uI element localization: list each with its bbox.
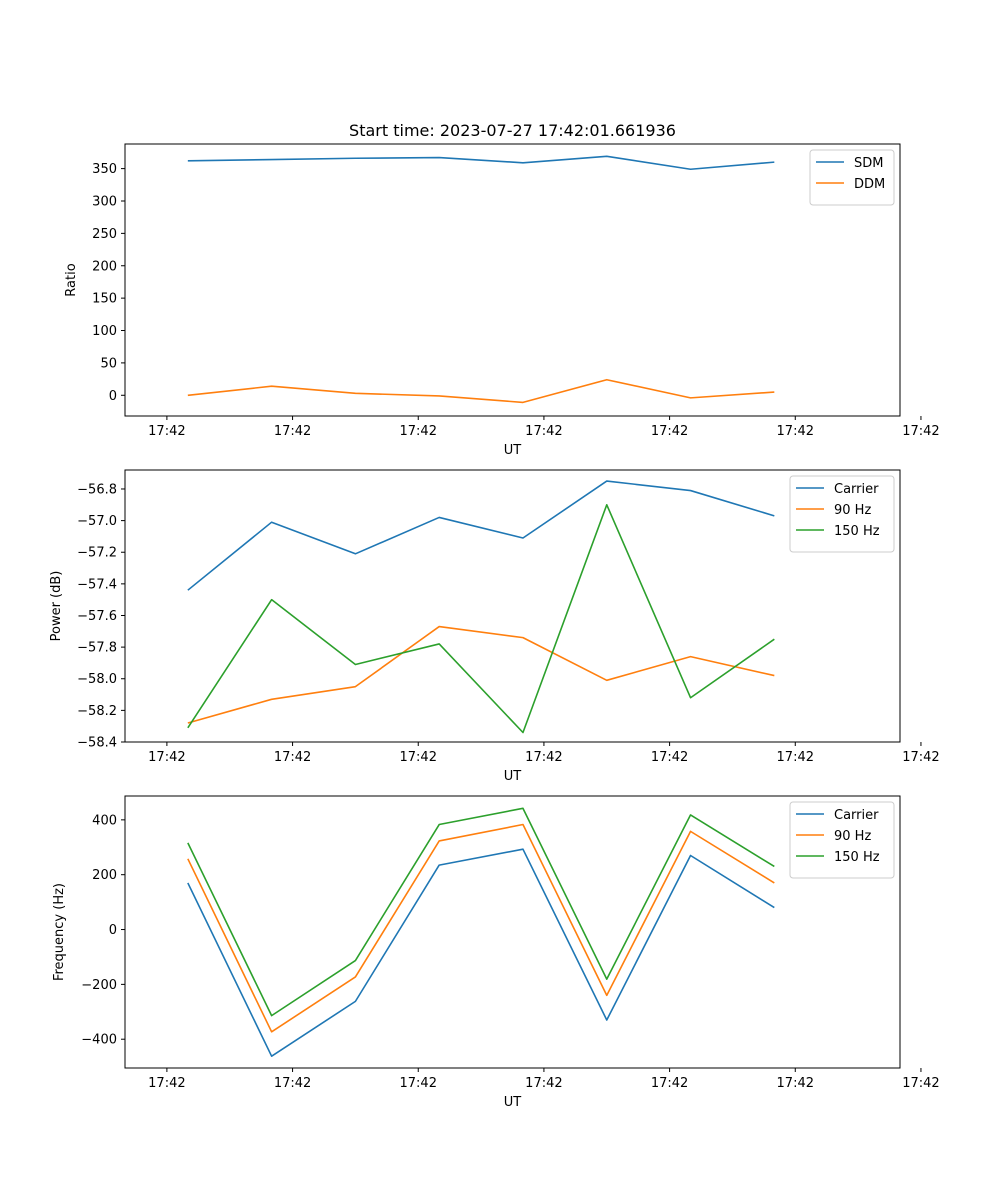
plot-frame [124, 143, 901, 417]
legend-box [789, 475, 895, 553]
x-tick-label: 17:42 [902, 424, 939, 439]
y-tick-label: −57.2 [77, 546, 117, 561]
x-tick-label: 17:42 [274, 424, 311, 439]
subplot-3: 17:42 17:42 17:42 17:42 17:42 17:42 17:42 −400 −… [52, 795, 940, 1110]
x-tick-label: 17:42 [274, 750, 311, 765]
y-tick-label: 0 [109, 923, 117, 938]
series-line-90-hz [187, 625, 775, 724]
y-tick-label: 150 [92, 292, 117, 307]
y-tick-label: 400 [92, 813, 117, 828]
series-line-carrier [187, 848, 775, 1058]
y-tick-label: −200 [81, 978, 117, 993]
y-tick-label: −57.0 [77, 514, 117, 529]
legend-entry: 150 Hz [834, 524, 880, 539]
x-tick-label: 17:42 [148, 424, 185, 439]
y-tick-label: 250 [92, 227, 117, 242]
subplot-1: 17:42 17:42 17:42 17:42 17:42 17:42 17:42 0 50 10… [64, 143, 940, 458]
y-tick-label: −57.6 [77, 609, 117, 624]
y-tick-label: −58.4 [77, 736, 117, 751]
x-tick-label: 17:42 [525, 1076, 562, 1091]
x-tick-label: 17:42 [777, 1076, 814, 1091]
y-tick-label: 0 [109, 389, 117, 404]
series-line-150-hz [187, 807, 775, 1017]
x-tick-label: 17:42 [777, 750, 814, 765]
y-tick-label: 50 [100, 356, 117, 371]
x-tick-label: 17:42 [902, 750, 939, 765]
x-axis-label: UT [504, 769, 522, 784]
y-tick-label: 100 [92, 324, 117, 339]
y-axis-label: Power (dB) [49, 571, 64, 642]
legend-entry: Carrier [834, 482, 879, 497]
legend-entry: 90 Hz [834, 503, 871, 518]
x-axis-label: UT [504, 443, 522, 458]
x-axis-label: UT [504, 1095, 522, 1110]
legend-box [809, 149, 895, 206]
x-tick-label: 17:42 [651, 750, 688, 765]
x-tick-label: 17:42 [400, 750, 437, 765]
y-tick-label: −56.8 [77, 482, 117, 497]
legend-entry: 90 Hz [834, 829, 871, 844]
y-axis-label: Frequency (Hz) [52, 883, 67, 981]
subplots: 17:42 17:42 17:42 17:42 17:42 17:42 17:42 0 50 10… [49, 143, 940, 1110]
y-tick-label: −57.4 [77, 577, 117, 592]
legend-entry: Carrier [834, 808, 879, 823]
plot-frame [124, 795, 901, 1069]
y-tick-label: 350 [92, 162, 117, 177]
plot-frame [124, 469, 901, 743]
x-tick-label: 17:42 [400, 1076, 437, 1091]
x-tick-label: 17:42 [777, 424, 814, 439]
x-tick-label: 17:42 [902, 1076, 939, 1091]
series-line-90-hz [187, 823, 775, 1033]
series-line-ddm [187, 378, 775, 404]
x-tick-label: 17:42 [148, 1076, 185, 1091]
x-tick-label: 17:42 [651, 1076, 688, 1091]
y-tick-label: −58.0 [77, 672, 117, 687]
x-tick-label: 17:42 [400, 424, 437, 439]
y-tick-label: −400 [81, 1033, 117, 1048]
legend: Carrier 90 Hz 150 Hz [789, 475, 895, 553]
series-line-carrier [187, 480, 775, 591]
legend-entry: SDM [854, 156, 883, 171]
y-axis-label: Ratio [64, 263, 79, 296]
legend-entry: DDM [854, 177, 885, 192]
x-tick-label: 17:42 [525, 750, 562, 765]
series-line-sdm [187, 155, 775, 171]
x-tick-label: 17:42 [525, 424, 562, 439]
x-tick-label: 17:42 [651, 424, 688, 439]
legend: SDM DDM [809, 149, 895, 206]
y-tick-label: 200 [92, 868, 117, 883]
figure-title: Start time: 2023-07-27 17:42:01.661936 [349, 121, 676, 140]
y-tick-label: 200 [92, 259, 117, 274]
legend: Carrier 90 Hz 150 Hz [789, 801, 895, 879]
series-line-150-hz [187, 503, 775, 734]
subplot-2: 17:42 17:42 17:42 17:42 17:42 17:42 17:42 −58.4… [49, 469, 940, 784]
y-tick-label: 300 [92, 194, 117, 209]
y-tick-label: −58.2 [77, 704, 117, 719]
legend-box [789, 801, 895, 879]
x-tick-label: 17:42 [274, 1076, 311, 1091]
x-tick-label: 17:42 [148, 750, 185, 765]
y-tick-label: −57.8 [77, 641, 117, 656]
legend-entry: 150 Hz [834, 850, 880, 865]
